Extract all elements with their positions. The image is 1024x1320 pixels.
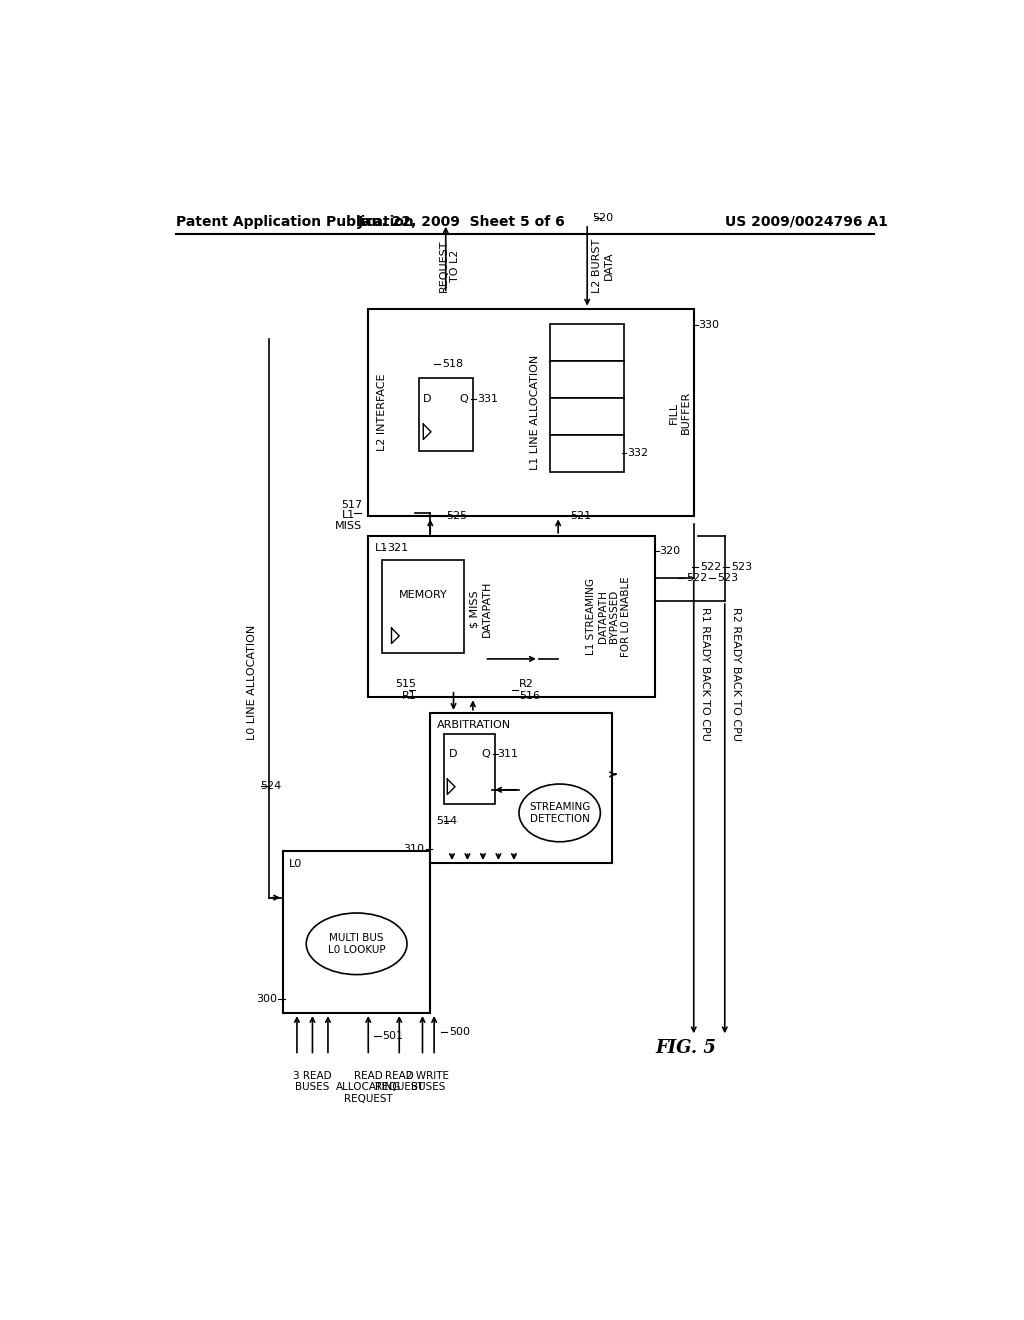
Text: 521: 521 bbox=[569, 511, 591, 521]
Text: FIG. 5: FIG. 5 bbox=[655, 1039, 716, 1057]
Text: L1
MISS: L1 MISS bbox=[335, 510, 362, 531]
Text: 3 READ
BUSES: 3 READ BUSES bbox=[293, 1071, 332, 1093]
Text: D: D bbox=[423, 395, 432, 404]
Text: L2 INTERFACE: L2 INTERFACE bbox=[377, 374, 387, 451]
Text: 518: 518 bbox=[442, 359, 463, 370]
Text: 523: 523 bbox=[717, 573, 738, 583]
Text: READ
ALLOCATING
REQUEST: READ ALLOCATING REQUEST bbox=[336, 1071, 401, 1104]
Text: 300: 300 bbox=[256, 994, 276, 1005]
Text: R1 READY BACK TO CPU: R1 READY BACK TO CPU bbox=[700, 607, 710, 742]
Text: REQUEST
TO L2: REQUEST TO L2 bbox=[439, 240, 461, 293]
Text: 332: 332 bbox=[627, 449, 648, 458]
Text: R2 READY BACK TO CPU: R2 READY BACK TO CPU bbox=[731, 607, 741, 742]
Text: L1 STREAMING
DATAPATH
BYPASSED
FOR L0 ENABLE: L1 STREAMING DATAPATH BYPASSED FOR L0 EN… bbox=[586, 576, 631, 657]
Text: 2 WRITE
BUSES: 2 WRITE BUSES bbox=[407, 1071, 450, 1093]
Text: 515: 515 bbox=[395, 678, 417, 689]
Bar bbox=[430, 713, 612, 863]
Text: 517: 517 bbox=[341, 500, 362, 510]
Text: 523: 523 bbox=[731, 561, 752, 572]
Text: 525: 525 bbox=[445, 511, 467, 521]
Text: 331: 331 bbox=[477, 395, 498, 404]
Text: 500: 500 bbox=[449, 1027, 470, 1038]
Text: STREAMING
DETECTION: STREAMING DETECTION bbox=[529, 803, 591, 824]
Bar bbox=[382, 560, 464, 653]
Text: READ
REQUEST: READ REQUEST bbox=[375, 1071, 424, 1093]
Text: L0: L0 bbox=[289, 859, 302, 869]
Bar bbox=[444, 734, 495, 804]
Text: 501: 501 bbox=[382, 1031, 403, 1041]
Text: R1: R1 bbox=[401, 690, 417, 701]
Text: 321: 321 bbox=[387, 543, 408, 553]
Text: L1: L1 bbox=[375, 543, 388, 553]
Text: 310: 310 bbox=[403, 843, 424, 854]
Text: US 2009/0024796 A1: US 2009/0024796 A1 bbox=[725, 215, 888, 228]
Text: L0 LINE ALLOCATION: L0 LINE ALLOCATION bbox=[247, 624, 257, 739]
Text: L2 BURST
DATA: L2 BURST DATA bbox=[592, 239, 613, 293]
Bar bbox=[369, 536, 655, 697]
Bar bbox=[419, 378, 473, 451]
Text: 516: 516 bbox=[519, 690, 541, 701]
Text: FILL
BUFFER: FILL BUFFER bbox=[669, 391, 690, 434]
Text: ARBITRATION: ARBITRATION bbox=[436, 721, 511, 730]
Text: D: D bbox=[449, 748, 458, 759]
Ellipse shape bbox=[519, 784, 600, 842]
Text: 524: 524 bbox=[260, 781, 281, 791]
Text: 514: 514 bbox=[436, 816, 458, 825]
Text: 311: 311 bbox=[498, 748, 519, 759]
Bar bbox=[550, 434, 624, 471]
Text: R2: R2 bbox=[519, 678, 535, 689]
Text: Patent Application Publication: Patent Application Publication bbox=[176, 215, 414, 228]
Bar bbox=[283, 851, 430, 1014]
Bar bbox=[550, 323, 624, 360]
Text: 522: 522 bbox=[686, 573, 708, 583]
Bar bbox=[550, 360, 624, 397]
Text: Jan. 22, 2009  Sheet 5 of 6: Jan. 22, 2009 Sheet 5 of 6 bbox=[357, 215, 565, 228]
Text: Q: Q bbox=[481, 748, 489, 759]
Text: MEMORY: MEMORY bbox=[398, 590, 447, 601]
Text: $ MISS
DATAPATH: $ MISS DATAPATH bbox=[470, 581, 492, 638]
Text: 330: 330 bbox=[698, 321, 720, 330]
Text: 522: 522 bbox=[700, 561, 721, 572]
Text: MULTI BUS
L0 LOOKUP: MULTI BUS L0 LOOKUP bbox=[328, 933, 385, 954]
Text: Q: Q bbox=[460, 395, 468, 404]
Ellipse shape bbox=[306, 913, 407, 974]
Bar bbox=[550, 397, 624, 434]
Bar bbox=[369, 309, 693, 516]
Text: 320: 320 bbox=[659, 546, 681, 556]
Text: L1 LINE ALLOCATION: L1 LINE ALLOCATION bbox=[529, 355, 540, 470]
Text: 520: 520 bbox=[592, 213, 613, 223]
